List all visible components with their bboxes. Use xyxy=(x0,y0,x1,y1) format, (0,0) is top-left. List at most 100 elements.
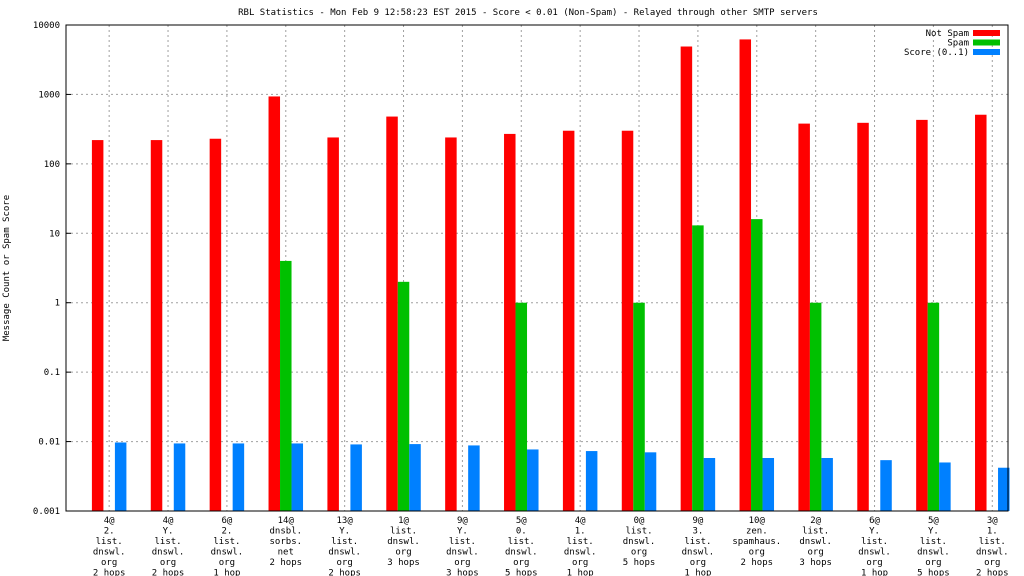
bar-score xyxy=(527,449,539,511)
x-tick-label: 3 hops xyxy=(446,569,479,576)
bar-not-spam xyxy=(680,46,693,511)
legend-swatch xyxy=(973,39,1000,46)
x-tick-label: net xyxy=(278,548,294,558)
x-tick-label: 3 hops xyxy=(799,558,832,568)
x-tick-label: Y. xyxy=(928,527,939,537)
x-tick-label: list. xyxy=(154,537,181,547)
x-tick-label: Y. xyxy=(163,527,174,537)
bar-not-spam xyxy=(621,130,634,511)
x-tick-label: 0@ xyxy=(634,516,645,526)
x-tick-label: 2. xyxy=(221,527,232,537)
x-tick-label: org xyxy=(395,548,411,558)
x-tick-label: org xyxy=(866,558,882,568)
x-tick-label: 5 hops xyxy=(917,569,950,576)
bar-score xyxy=(644,452,657,511)
bar-score xyxy=(585,451,598,511)
x-tick-label: org xyxy=(749,548,765,558)
x-tick-label: 6@ xyxy=(221,516,232,526)
x-tick-label: org xyxy=(690,558,706,568)
x-tick-label: dnswl. xyxy=(976,548,1009,558)
bar-score xyxy=(468,445,480,511)
x-tick-label: 4@ xyxy=(104,516,115,526)
x-tick-label: 5 hops xyxy=(623,558,656,568)
x-tick-label: org xyxy=(160,558,176,568)
x-tick-label: org xyxy=(454,558,470,568)
y-tick-label: 1000 xyxy=(38,90,60,100)
bar-not-spam xyxy=(798,123,810,511)
x-tick-label: 2 hops xyxy=(152,569,185,576)
x-tick-label: dnswl. xyxy=(328,548,361,558)
x-tick-label: dnswl. xyxy=(858,548,891,558)
bar-not-spam xyxy=(268,96,281,511)
x-tick-label: list. xyxy=(684,537,711,547)
x-tick-label: org xyxy=(513,558,529,568)
x-tick-label: 1. xyxy=(575,527,586,537)
x-tick-label: 2 hops xyxy=(270,558,303,568)
bar-not-spam xyxy=(91,140,104,511)
x-tick-label: org xyxy=(808,548,824,558)
x-tick-label: dnswl. xyxy=(152,548,185,558)
x-tick-label: 9@ xyxy=(692,516,703,526)
x-tick-label: dnswl. xyxy=(623,537,656,547)
x-tick-label: list. xyxy=(625,527,652,537)
bar-score xyxy=(232,443,245,511)
legend-swatch xyxy=(973,30,1000,36)
chart-title: RBL Statistics - Mon Feb 9 12:58:23 EST … xyxy=(238,8,818,18)
bar-spam xyxy=(515,302,528,511)
x-tick-label: 1 hop xyxy=(684,569,711,576)
x-tick-label: list. xyxy=(390,527,417,537)
bar-score xyxy=(880,460,892,511)
x-tick-label: dnswl. xyxy=(211,548,244,558)
y-tick-label: 0.1 xyxy=(44,368,60,378)
bar-spam xyxy=(751,219,763,511)
x-tick-label: list. xyxy=(508,537,535,547)
x-tick-label: list. xyxy=(331,537,358,547)
y-tick-label: 0.01 xyxy=(38,438,60,448)
x-tick-label: org xyxy=(219,558,235,568)
bars xyxy=(91,39,1010,512)
x-tick-label: 2 hops xyxy=(93,569,126,576)
bar-score xyxy=(114,442,127,511)
bar-score xyxy=(821,457,833,511)
x-tick-label: 4@ xyxy=(575,516,586,526)
x-tick-label: 1 hop xyxy=(567,569,594,576)
legend-label: Score (0..1) xyxy=(904,48,969,58)
bar-not-spam xyxy=(975,114,987,511)
x-tick-label: 3@ xyxy=(987,516,998,526)
x-tick-label: org xyxy=(984,558,1000,568)
bar-score xyxy=(939,462,951,511)
x-tick-label: 3 hops xyxy=(387,558,420,568)
x-tick-label: zen. xyxy=(746,527,768,537)
grid xyxy=(66,24,1008,512)
x-tick-label: list. xyxy=(96,537,123,547)
bar-score xyxy=(998,467,1010,511)
x-tick-label: Y. xyxy=(339,527,350,537)
x-tick-label: dnswl. xyxy=(505,548,538,558)
bar-not-spam xyxy=(150,140,163,511)
x-tick-label: 5 hops xyxy=(505,569,538,576)
x-tick-label: dnswl. xyxy=(446,548,479,558)
legend-label: Not Spam xyxy=(926,29,969,39)
bar-spam xyxy=(633,302,645,511)
bar-not-spam xyxy=(562,130,575,511)
bar-spam xyxy=(927,302,940,511)
legend-label: Spam xyxy=(947,39,969,49)
x-tick-label: 13@ xyxy=(337,516,354,526)
x-tick-label: 14@ xyxy=(278,516,295,526)
x-tick-label: 9@ xyxy=(457,516,468,526)
bar-score xyxy=(703,457,716,511)
x-tick-label: dnswl. xyxy=(917,548,950,558)
x-tick-label: dnswl. xyxy=(799,537,832,547)
x-tick-label: org xyxy=(631,548,647,558)
y-ticks: 0.001 0.01 0.1 1 10 100 1000 10000 xyxy=(33,21,71,517)
bar-score xyxy=(173,443,186,511)
bar-not-spam xyxy=(209,138,222,511)
x-tick-label: 1@ xyxy=(398,516,409,526)
x-tick-label: list. xyxy=(567,537,594,547)
x-tick-label: 4@ xyxy=(163,516,174,526)
x-tick-label: org xyxy=(572,558,588,568)
bar-score xyxy=(409,444,421,511)
bar-not-spam xyxy=(916,119,928,511)
